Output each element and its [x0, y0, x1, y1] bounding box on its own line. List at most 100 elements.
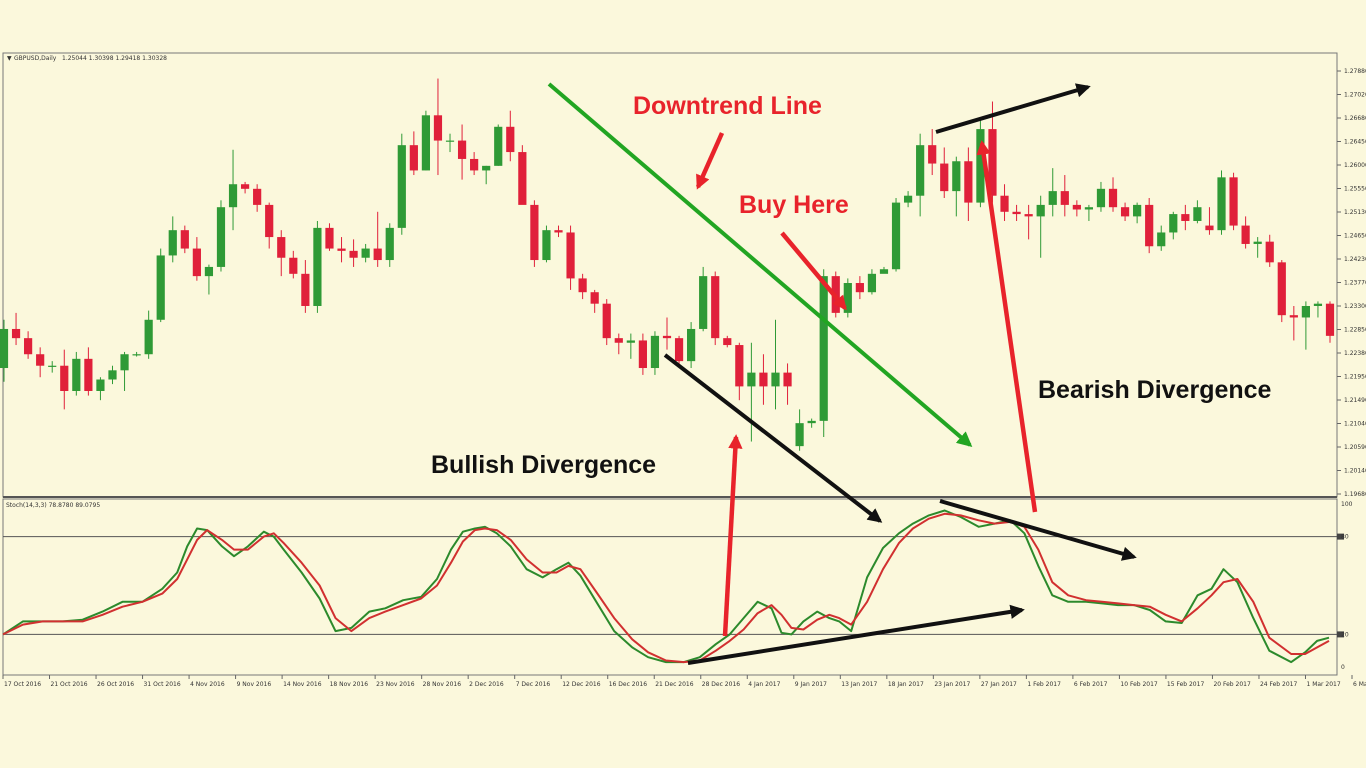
candle — [1181, 204, 1190, 231]
candle — [771, 319, 780, 410]
candle — [867, 269, 877, 295]
candle — [0, 319, 9, 382]
price-tick-label: 1.26680 — [1344, 115, 1366, 122]
candle — [494, 124, 503, 166]
price-tick-label: 1.23300 — [1344, 303, 1366, 310]
date-tick-label: 6 Mar 2017 — [1353, 681, 1366, 688]
candle-body — [156, 255, 165, 320]
candle-body — [554, 230, 563, 233]
candle — [385, 223, 394, 267]
date-tick-label: 26 Oct 2016 — [97, 681, 134, 688]
candle — [1277, 260, 1286, 323]
candle — [1313, 301, 1323, 318]
candle — [735, 342, 744, 401]
date-tick-label: 10 Feb 2017 — [1120, 681, 1158, 688]
date-tick-label: 27 Jan 2017 — [981, 681, 1017, 688]
candle — [108, 365, 117, 385]
candle-body — [723, 338, 732, 346]
buy-here-arrow — [780, 231, 847, 311]
candle — [265, 202, 274, 249]
candle-body — [228, 184, 238, 208]
candle-body — [1072, 204, 1081, 210]
candle — [289, 250, 298, 279]
candle-body — [265, 204, 274, 238]
candle-body — [421, 115, 431, 171]
candle — [1265, 234, 1274, 267]
candle — [1084, 204, 1094, 221]
price-tick-label: 1.21490 — [1344, 397, 1366, 404]
candle-body — [120, 354, 129, 371]
date-tick-label: 21 Oct 2016 — [51, 681, 88, 688]
candle-body — [482, 165, 491, 171]
bullish-divergence-label: Bullish Divergence — [431, 451, 656, 479]
candle-body — [1301, 305, 1310, 318]
candle — [964, 147, 973, 221]
date-tick-label: 13 Jan 2017 — [841, 681, 877, 688]
candle — [1000, 184, 1009, 221]
date-tick-label: 31 Oct 2016 — [144, 681, 181, 688]
date-tick-label: 1 Feb 2017 — [1027, 681, 1061, 688]
candle — [795, 409, 804, 451]
date-tick-label: 28 Nov 2016 — [423, 681, 462, 688]
candle — [916, 133, 925, 217]
candle-body — [216, 207, 226, 267]
candle-body — [916, 145, 925, 196]
symbol-header: ▼ GBPUSD,Daily 1.25044 1.30398 1.29418 1… — [7, 55, 167, 62]
candle-body — [590, 292, 599, 304]
candle-body — [602, 303, 611, 339]
candle-body — [1133, 204, 1142, 217]
candle-body — [1181, 214, 1190, 221]
price-tick-label: 1.23770 — [1344, 280, 1366, 287]
price-tick-label: 1.27880 — [1344, 68, 1366, 75]
candle — [1229, 172, 1238, 231]
candle-body — [1313, 303, 1323, 306]
price-axis: 1.27880 1.27020 1.26680 1.26450 1.26000 1.255… — [1337, 68, 1366, 498]
date-tick-label: 4 Jan 2017 — [748, 681, 780, 688]
candle — [373, 211, 382, 267]
price-tick-label: 1.25550 — [1344, 186, 1366, 193]
candle-body — [337, 248, 346, 251]
candle — [120, 351, 129, 391]
candle — [855, 276, 864, 300]
candle-body — [240, 184, 250, 189]
candle-body — [1145, 204, 1154, 247]
candle-body — [445, 140, 455, 142]
candle-body — [1036, 204, 1045, 217]
date-tick-label: 24 Feb 2017 — [1260, 681, 1298, 688]
candle — [204, 264, 214, 295]
candle — [1325, 301, 1335, 343]
candle-body — [976, 129, 985, 203]
candle — [626, 333, 635, 359]
stoch-tick-label: 80 — [1341, 534, 1349, 541]
candle — [891, 198, 901, 272]
candle-body — [687, 328, 696, 362]
candle-body — [819, 276, 828, 421]
candle — [759, 354, 768, 405]
svg-text:1.25044 1.30398 1.29418 1.3032: 1.25044 1.30398 1.29418 1.30328 — [62, 55, 167, 62]
candle-body — [1024, 214, 1033, 217]
stoch-tick-label: 0 — [1341, 664, 1345, 671]
candle — [301, 260, 310, 313]
candle-body — [867, 273, 877, 293]
candle-body — [1084, 207, 1094, 210]
candle — [879, 266, 889, 274]
date-tick-label: 4 Nov 2016 — [190, 681, 225, 688]
price-tick-label: 1.26000 — [1344, 162, 1366, 169]
candle-body — [1120, 207, 1130, 217]
candle — [482, 165, 491, 185]
stoch-header: Stoch(14,3,3) 78.8780 89.0795 — [6, 502, 100, 509]
candle — [1120, 202, 1130, 221]
date-tick-label: 18 Jan 2017 — [888, 681, 924, 688]
price-tick-label: 1.27020 — [1344, 92, 1366, 99]
candle — [1096, 181, 1106, 212]
candle-body — [1000, 195, 1009, 212]
candle — [976, 119, 985, 208]
candle — [723, 335, 732, 348]
candle — [554, 225, 563, 238]
candle — [903, 191, 913, 208]
svg-text:▼: ▼ — [7, 55, 12, 62]
candles — [0, 78, 1335, 451]
candle-body — [180, 230, 189, 249]
date-tick-label: 7 Dec 2016 — [516, 681, 551, 688]
